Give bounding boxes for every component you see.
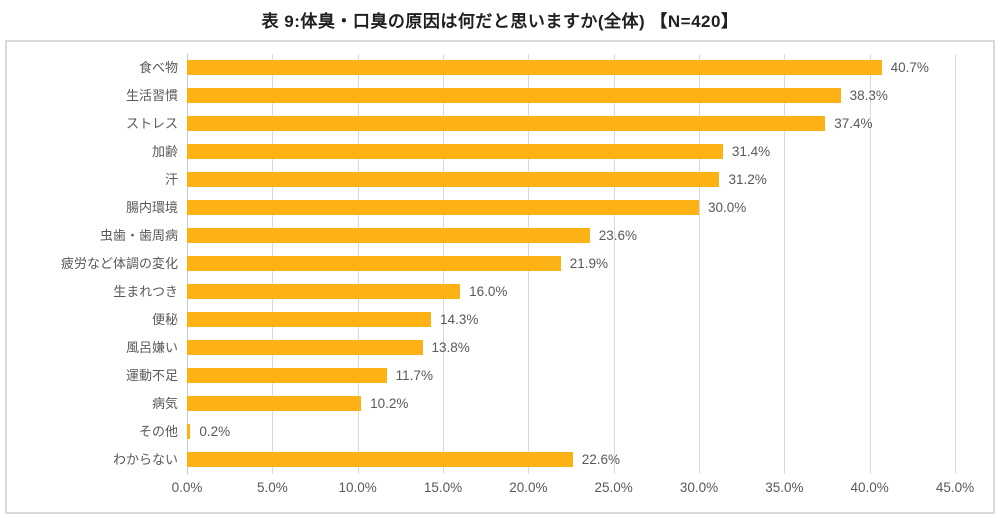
gridline bbox=[613, 54, 615, 474]
bar-value-label: 40.7% bbox=[890, 60, 929, 75]
gridline bbox=[784, 54, 786, 474]
bar-value-label: 13.8% bbox=[431, 340, 470, 355]
bar bbox=[187, 172, 720, 187]
bar-row: 11.7% bbox=[187, 362, 955, 390]
bar-value-label: 14.3% bbox=[440, 312, 479, 327]
category-label: 加齢 bbox=[151, 144, 178, 159]
chart-title: 表 9:体臭・口臭の原因は何だと思いますか(全体) 【N=420】 bbox=[261, 12, 739, 31]
category-label: 汗 bbox=[164, 172, 178, 187]
gridline bbox=[699, 54, 700, 474]
bar-row: 37.4% bbox=[187, 110, 955, 138]
bar-value-label: 30.0% bbox=[708, 200, 747, 215]
bar-row: 22.6% bbox=[187, 446, 955, 474]
bar-value-label: 11.7% bbox=[395, 368, 433, 383]
x-tick-label: 40.0% bbox=[850, 480, 889, 495]
x-tick-label: 15.0% bbox=[423, 480, 463, 495]
category-label: 病気 bbox=[151, 396, 178, 411]
bar-row: 31.2% bbox=[187, 166, 955, 194]
category-label: 疲労など体調の変化 bbox=[60, 256, 178, 271]
bar bbox=[187, 256, 561, 271]
bar-value-label: 10.2% bbox=[370, 396, 409, 411]
bar bbox=[187, 60, 882, 75]
x-axis: 0.0% 5.0% 10.0% 15.0% 20.0% 25.0% 30.0% 35.0% 40… bbox=[172, 480, 975, 502]
bar-value-label: 22.6% bbox=[581, 452, 620, 467]
bar bbox=[187, 452, 573, 467]
x-tick-label: 20.0% bbox=[509, 480, 548, 495]
bar-row: 30.0% bbox=[187, 194, 955, 222]
bar-row: 0.2% bbox=[187, 418, 955, 446]
bar bbox=[187, 88, 841, 103]
bar-row: 16.0% bbox=[187, 278, 955, 306]
chart-plot-frame: 食べ物生活習慣ストレス加齢汗腸内環境虫歯・歯周病疲労など体調の変化生まれつき便秘… bbox=[5, 40, 995, 514]
x-tick-label: 10.0% bbox=[338, 480, 377, 495]
x-tick-label: 35.0% bbox=[765, 480, 804, 495]
bar-value-label: 0.2% bbox=[199, 424, 231, 439]
category-label: 生活習慣 bbox=[125, 88, 178, 103]
bar bbox=[187, 228, 590, 243]
bar-value-label: 23.6% bbox=[598, 228, 638, 243]
bar-row: 21.9% bbox=[187, 250, 955, 278]
bar bbox=[187, 200, 699, 215]
bar bbox=[187, 312, 432, 327]
category-label: 食べ物 bbox=[138, 60, 178, 75]
bar bbox=[187, 116, 826, 131]
bar-value-label: 31.2% bbox=[728, 172, 767, 187]
bar-value-label: 16.0% bbox=[469, 284, 508, 299]
bar bbox=[187, 340, 423, 355]
bar-row: 14.3% bbox=[187, 306, 955, 334]
bar-row: 40.7% bbox=[187, 54, 955, 82]
category-axis: 食べ物生活習慣ストレス加齢汗腸内環境虫歯・歯周病疲労など体調の変化生まれつき便秘… bbox=[7, 54, 187, 474]
gridline bbox=[869, 54, 871, 474]
bar-value-label: 21.9% bbox=[569, 256, 609, 271]
plot-area: 40.7% 38.3% 37.4% 31.4% 31.2% 30.0% 23.6% 21.9%… bbox=[187, 54, 956, 474]
category-label: 便秘 bbox=[151, 312, 178, 327]
bar-row: 38.3% bbox=[187, 82, 955, 110]
category-label: 運動不足 bbox=[125, 368, 178, 383]
category-label: その他 bbox=[138, 424, 178, 439]
category-label: 虫歯・歯周病 bbox=[99, 228, 178, 243]
bar-row: 31.4% bbox=[187, 138, 955, 166]
bar-value-label: 37.4% bbox=[834, 116, 873, 131]
bar-row: 10.2% bbox=[187, 390, 955, 418]
bar-value-label: 38.3% bbox=[849, 88, 888, 103]
bar bbox=[187, 284, 461, 299]
bar bbox=[187, 424, 191, 439]
category-label: 腸内環境 bbox=[125, 200, 178, 215]
category-label: 風呂嫌い bbox=[125, 340, 178, 355]
gridline bbox=[955, 54, 956, 474]
x-tick-label: 25.0% bbox=[594, 480, 633, 495]
category-label: わからない bbox=[112, 452, 178, 467]
bar bbox=[187, 144, 723, 159]
bar bbox=[187, 396, 362, 411]
bar-row: 13.8% bbox=[187, 334, 955, 362]
x-tick-label: 0.0% bbox=[171, 480, 203, 495]
bar-value-label: 31.4% bbox=[731, 144, 771, 159]
x-tick-label: 45.0% bbox=[935, 480, 975, 495]
x-tick-label: 30.0% bbox=[679, 480, 719, 495]
category-label: 生まれつき bbox=[113, 284, 178, 299]
bar-row: 23.6% bbox=[187, 222, 955, 250]
bar bbox=[187, 368, 387, 383]
x-tick-label: 5.0% bbox=[256, 480, 288, 495]
category-label: ストレス bbox=[125, 116, 178, 131]
